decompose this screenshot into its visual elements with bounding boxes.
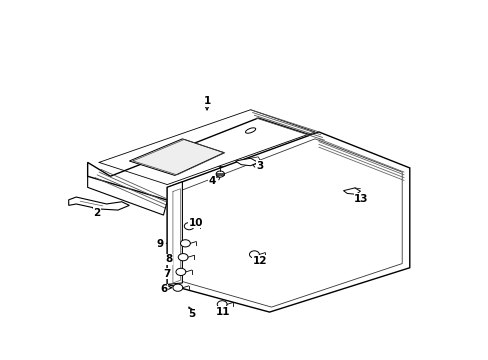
Polygon shape (87, 118, 326, 201)
Ellipse shape (245, 128, 255, 133)
Polygon shape (167, 182, 182, 284)
Circle shape (178, 253, 188, 261)
Text: 10: 10 (188, 218, 203, 228)
Text: 3: 3 (256, 161, 263, 171)
Polygon shape (129, 139, 224, 175)
Circle shape (216, 171, 224, 177)
Text: 2: 2 (93, 208, 101, 218)
Text: 7: 7 (163, 269, 170, 279)
Circle shape (184, 222, 194, 230)
Text: 4: 4 (208, 176, 215, 186)
Text: 8: 8 (165, 255, 172, 264)
Polygon shape (235, 158, 258, 166)
Text: 11: 11 (216, 306, 230, 316)
Circle shape (180, 240, 190, 247)
Text: 6: 6 (160, 284, 167, 294)
Circle shape (176, 268, 185, 275)
Polygon shape (343, 188, 360, 194)
Circle shape (217, 301, 226, 308)
Circle shape (249, 251, 259, 258)
Text: 9: 9 (157, 239, 163, 249)
Text: 1: 1 (203, 96, 210, 107)
Polygon shape (68, 197, 129, 210)
Polygon shape (167, 132, 409, 312)
Text: 13: 13 (353, 194, 368, 204)
Text: 5: 5 (188, 309, 195, 319)
Circle shape (173, 284, 183, 291)
Text: 12: 12 (252, 256, 267, 266)
